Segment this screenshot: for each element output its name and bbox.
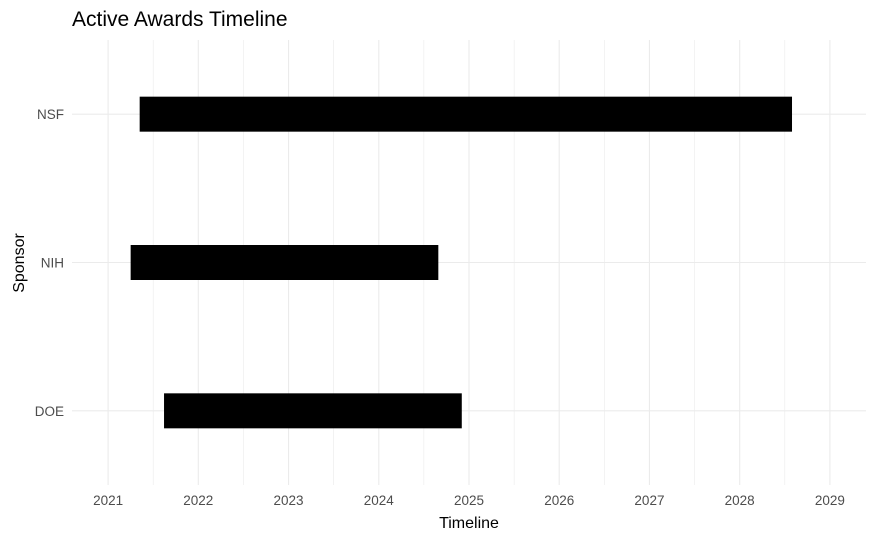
award-bar-nsf bbox=[139, 96, 793, 132]
chart-title: Active Awards Timeline bbox=[72, 8, 288, 31]
x-axis-title: Timeline bbox=[439, 515, 499, 532]
x-tick-label: 2027 bbox=[634, 493, 664, 508]
y-tick-label: NIH bbox=[41, 256, 64, 271]
x-tick-label: 2023 bbox=[274, 493, 304, 508]
x-tick-label: 2024 bbox=[364, 493, 395, 508]
x-tick-label: 2022 bbox=[183, 493, 213, 508]
y-axis-title: Sponsor bbox=[11, 233, 28, 293]
x-tick-label: 2028 bbox=[725, 493, 755, 508]
label-layer: 2021 2022 2023 2024 2025 2026 2027 2028 2029 NSF N… bbox=[35, 107, 845, 508]
y-tick-label: DOE bbox=[35, 404, 64, 419]
x-tick-label: 2021 bbox=[93, 493, 123, 508]
award-bar-doe bbox=[164, 393, 462, 429]
y-tick-label: NSF bbox=[37, 107, 64, 122]
x-tick-label: 2025 bbox=[454, 493, 484, 508]
x-tick-label: 2026 bbox=[544, 493, 574, 508]
award-bar-nih bbox=[130, 245, 439, 280]
x-tick-label: 2029 bbox=[815, 493, 845, 508]
bar-layer bbox=[130, 96, 793, 429]
